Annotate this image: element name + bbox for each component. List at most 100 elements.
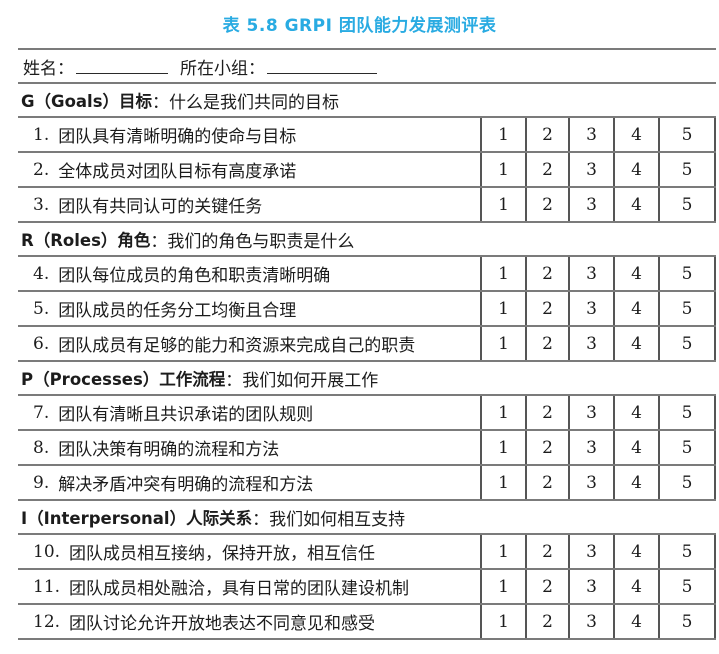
rating-cell: 5 [658, 118, 716, 151]
question-number: 2. [33, 159, 50, 180]
question-text: 团队具有清晰明确的使命与目标 [58, 127, 297, 147]
question-cell: 6. 团队成员有足够的能力和资源来完成自己的职责 [18, 327, 480, 360]
rating-cell: 1 [480, 570, 525, 603]
question-text: 团队有共同认可的关键任务 [58, 197, 263, 217]
question-row: 7. 团队有清晰且共识承诺的团队规则 1 2 3 4 5 [18, 396, 716, 431]
rating-cell: 2 [525, 188, 568, 221]
question-cell: 11. 团队成员相处融洽，具有日常的团队建设机制 [18, 570, 480, 603]
question-cell: 10. 团队成员相互接纳，保持开放，相互信任 [18, 535, 480, 568]
question-number: 9. [33, 472, 50, 493]
rating-cell: 3 [568, 605, 613, 638]
rating-cell: 3 [568, 396, 613, 429]
table-title: 表 5.8 GRPI 团队能力发展测评表 [222, 16, 497, 36]
rating-cell: 4 [613, 396, 658, 429]
rating-cell: 2 [525, 431, 568, 464]
question-row: 6. 团队成员有足够的能力和资源来完成自己的职责 1 2 3 4 5 [18, 327, 716, 362]
question-number: 1. [33, 124, 50, 145]
rating-cell: 1 [480, 257, 525, 290]
rating-cell: 3 [568, 570, 613, 603]
section-label: P（Processes）工作流程 [21, 370, 226, 389]
question-number: 7. [33, 402, 50, 423]
question-cell: 1. 团队具有清晰明确的使命与目标 [18, 118, 480, 151]
section-label: R（Roles）角色 [21, 231, 151, 250]
question-row: 4. 团队每位成员的角色和职责清晰明确 1 2 3 4 5 [18, 257, 716, 292]
rating-cell: 3 [568, 431, 613, 464]
rating-cell: 2 [525, 535, 568, 568]
question-text: 团队讨论允许开放地表达不同意见和感受 [69, 614, 376, 634]
question-text: 团队成员相处融洽，具有日常的团队建设机制 [69, 579, 410, 599]
rating-cell: 4 [613, 466, 658, 499]
rating-cell: 3 [568, 292, 613, 325]
section-question: ：我们如何相互支持 [252, 509, 406, 530]
form-header-row: 姓名： 所在小组： [18, 50, 716, 84]
question-cell: 5. 团队成员的任务分工均衡且合理 [18, 292, 480, 325]
rating-cell: 5 [658, 466, 716, 499]
question-text: 团队决策有明确的流程和方法 [58, 440, 280, 460]
rating-cell: 4 [613, 535, 658, 568]
question-cell: 8. 团队决策有明确的流程和方法 [18, 431, 480, 464]
question-number: 4. [33, 263, 50, 284]
rating-cell: 2 [525, 570, 568, 603]
section-header-row-goals: G（Goals）目标 ：什么是我们共同的目标 [18, 84, 716, 118]
question-number: 10. [33, 541, 61, 562]
question-cell: 7. 团队有清晰且共识承诺的团队规则 [18, 396, 480, 429]
rating-cell: 1 [480, 188, 525, 221]
question-cell: 9. 解决矛盾冲突有明确的流程和方法 [18, 466, 480, 499]
question-cell: 2. 全体成员对团队目标有高度承诺 [18, 153, 480, 186]
question-text: 全体成员对团队目标有高度承诺 [58, 162, 297, 182]
question-number: 3. [33, 194, 50, 215]
rating-cell: 2 [525, 605, 568, 638]
question-text: 团队成员的任务分工均衡且合理 [58, 301, 297, 321]
rating-cell: 2 [525, 466, 568, 499]
question-text: 团队有清晰且共识承诺的团队规则 [58, 405, 314, 425]
rating-cell: 3 [568, 153, 613, 186]
question-text: 团队成员有足够的能力和资源来完成自己的职责 [58, 336, 416, 356]
question-row: 3. 团队有共同认可的关键任务 1 2 3 4 5 [18, 188, 716, 223]
rating-cell: 5 [658, 327, 716, 360]
rating-cell: 1 [480, 396, 525, 429]
rating-cell: 1 [480, 605, 525, 638]
question-number: 12. [33, 611, 61, 632]
rating-cell: 1 [480, 466, 525, 499]
name-label: 姓名： [23, 58, 74, 79]
group-label: 所在小组： [180, 58, 265, 79]
question-text: 解决矛盾冲突有明确的流程和方法 [58, 475, 314, 495]
question-row: 2. 全体成员对团队目标有高度承诺 1 2 3 4 5 [18, 153, 716, 188]
rating-cell: 3 [568, 188, 613, 221]
section-question: ：我们如何开展工作 [225, 370, 379, 391]
section-label: G（Goals）目标 [21, 92, 153, 111]
rating-cell: 2 [525, 292, 568, 325]
rating-cell: 5 [658, 570, 716, 603]
rating-cell: 5 [658, 431, 716, 464]
group-blank-field [267, 59, 377, 74]
question-row: 9. 解决矛盾冲突有明确的流程和方法 1 2 3 4 5 [18, 466, 716, 501]
rating-cell: 4 [613, 292, 658, 325]
rating-cell: 5 [658, 188, 716, 221]
rating-cell: 1 [480, 327, 525, 360]
rating-cell: 4 [613, 118, 658, 151]
rating-cell: 3 [568, 257, 613, 290]
question-number: 6. [33, 333, 50, 354]
rating-cell: 1 [480, 153, 525, 186]
rating-cell: 4 [613, 431, 658, 464]
question-text: 团队成员相互接纳，保持开放，相互信任 [69, 544, 376, 564]
rating-cell: 5 [658, 605, 716, 638]
question-text: 团队每位成员的角色和职责清晰明确 [58, 266, 331, 286]
question-row: 5. 团队成员的任务分工均衡且合理 1 2 3 4 5 [18, 292, 716, 327]
section-header-row-roles: R（Roles）角色 ：我们的角色与职责是什么 [18, 223, 716, 257]
rating-cell: 4 [613, 570, 658, 603]
rating-cell: 5 [658, 153, 716, 186]
section-label: I（Interpersonal）人际关系 [21, 509, 253, 528]
rating-cell: 1 [480, 431, 525, 464]
rating-cell: 3 [568, 327, 613, 360]
rating-cell: 5 [658, 396, 716, 429]
question-row: 12. 团队讨论允许开放地表达不同意见和感受 1 2 3 4 5 [18, 605, 716, 640]
name-blank-field [76, 59, 168, 74]
rating-cell: 1 [480, 118, 525, 151]
question-row: 10. 团队成员相互接纳，保持开放，相互信任 1 2 3 4 5 [18, 535, 716, 570]
rating-cell: 2 [525, 257, 568, 290]
question-row: 1. 团队具有清晰明确的使命与目标 1 2 3 4 5 [18, 118, 716, 153]
rating-cell: 5 [658, 292, 716, 325]
question-cell: 3. 团队有共同认可的关键任务 [18, 188, 480, 221]
section-question: ：我们的角色与职责是什么 [150, 231, 355, 252]
